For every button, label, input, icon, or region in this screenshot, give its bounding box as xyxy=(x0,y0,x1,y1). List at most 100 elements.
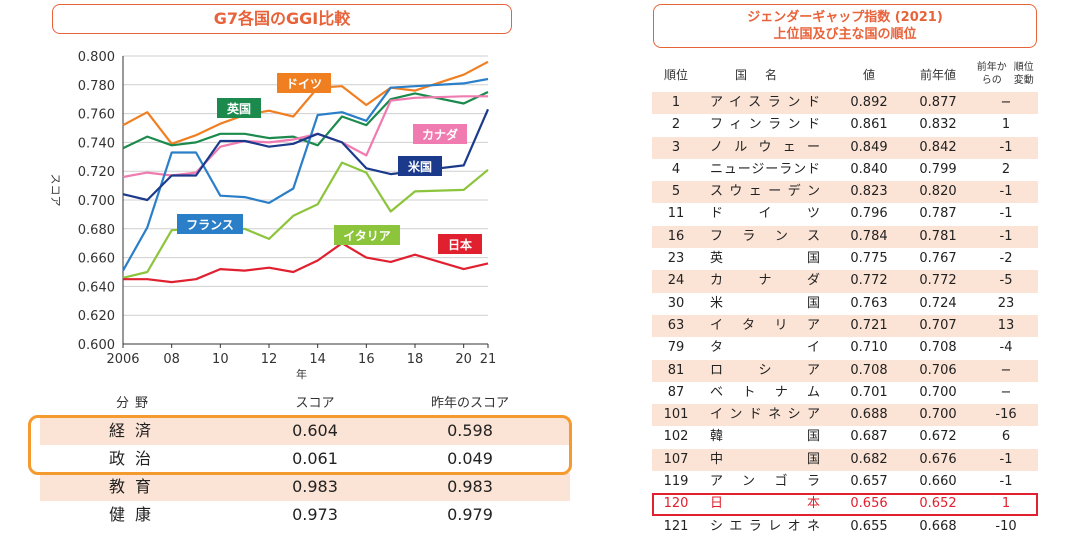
rank-change-cell: -4 xyxy=(999,340,1013,356)
score-prev-value: 0.983 xyxy=(447,477,493,496)
score-table: 分野 スコア 昨年のスコア 経済 0.604 0.598 政治 0.061 0.049 教育… xyxy=(40,391,570,529)
rank-cell: 121 xyxy=(663,518,689,534)
prev-value-cell: 0.877 xyxy=(919,95,957,110)
series-line xyxy=(123,242,489,284)
score-row: 健康 0.973 0.979 xyxy=(40,501,570,529)
series-line xyxy=(122,77,489,272)
prev-value-cell: 0.707 xyxy=(919,317,957,333)
y-tick-label: 0.600 xyxy=(78,338,115,353)
rank-change-cell: -1 xyxy=(999,474,1013,490)
score-prev-value: 0.049 xyxy=(447,449,493,468)
value-cell: 0.657 xyxy=(850,474,888,490)
rank-change-cell: -5 xyxy=(999,273,1013,289)
ranking-row: 16 フランス 0.784 0.781 -1 xyxy=(652,225,1038,249)
rank-cell: 81 xyxy=(667,362,685,378)
country-cell: アンゴラ xyxy=(710,474,820,490)
rank-cell: 102 xyxy=(663,429,689,445)
x-tick-label: 14 xyxy=(309,352,326,367)
prev-value-cell: 0.668 xyxy=(919,518,957,534)
score-row: 経済 0.604 0.598 xyxy=(40,417,570,445)
ranking-title-line2: 上位国及び主な国の順位 xyxy=(773,27,917,42)
ranking-title-line1: ジェンダーギャップ指数 (2021) xyxy=(747,10,943,25)
score-prev-value: 0.979 xyxy=(447,505,493,524)
rank-cell: 30 xyxy=(667,295,685,311)
series-label: イタリア xyxy=(334,225,400,245)
x-axis-title: 年 xyxy=(296,367,307,381)
y-tick-label: 0.780 xyxy=(78,79,115,94)
header-country: 国名 xyxy=(734,67,795,82)
prev-value-cell: 0.706 xyxy=(919,362,957,378)
header-rank-change-line2: 順位変動 xyxy=(1013,62,1034,86)
rank-cell: 87 xyxy=(667,384,685,400)
rank-change-cell: -16 xyxy=(995,407,1017,423)
ranking-row: 3 ノルウェー 0.849 0.842 -1 xyxy=(652,136,1038,159)
prev-value-cell: 0.799 xyxy=(919,161,957,177)
rank-change-cell: 1 xyxy=(1001,117,1011,133)
score-field: 教育 xyxy=(108,477,161,496)
series-label-box xyxy=(413,124,467,144)
country-cell: ベトナム xyxy=(710,384,820,400)
score-value: 0.983 xyxy=(292,477,338,496)
ranking-row: 1 アイスランド 0.892 0.877 − xyxy=(652,92,1038,115)
prev-value-cell: 0.842 xyxy=(919,139,957,155)
score-field: 政治 xyxy=(108,449,161,468)
x-tick-label: 21 xyxy=(480,352,497,367)
series-label-box xyxy=(398,156,442,176)
y-tick-label: 0.700 xyxy=(78,194,115,209)
rank-change-cell: -2 xyxy=(999,251,1013,267)
country-cell: 日本 xyxy=(710,496,820,512)
value-cell: 0.772 xyxy=(850,273,888,289)
y-axis-title: スコア xyxy=(49,174,62,207)
rank-change-cell: 13 xyxy=(997,317,1015,333)
value-cell: 0.688 xyxy=(850,407,888,423)
value-cell: 0.682 xyxy=(850,451,888,467)
score-row: 教育 0.983 0.983 xyxy=(40,473,570,501)
country-cell: フィンランド xyxy=(710,117,820,133)
ranking-row: 107 中国 0.682 0.676 -1 xyxy=(652,448,1038,472)
series-label-text: ドイツ xyxy=(286,77,322,91)
ranking-row: 24 カナダ 0.772 0.772 -5 xyxy=(652,270,1038,293)
country-cell: 米国 xyxy=(710,295,820,311)
country-cell: 英国 xyxy=(710,251,820,267)
series-label-box xyxy=(217,98,261,118)
series-label-text: カナダ xyxy=(422,127,458,142)
header-rank-change-line1: 前年からの xyxy=(976,62,1007,86)
ranking-title: ジェンダーギャップ指数 (2021) 上位国及び主な国の順位 xyxy=(653,4,1037,48)
rank-change-cell: 1 xyxy=(1001,496,1011,512)
prev-value-cell: 0.708 xyxy=(919,340,957,356)
x-tick-label: 18 xyxy=(407,352,424,367)
value-cell: 0.655 xyxy=(850,518,888,534)
rank-cell: 3 xyxy=(671,139,681,155)
series-label: 日本 xyxy=(438,234,482,254)
ranking-row: 101 インドネシア 0.688 0.700 -16 xyxy=(652,404,1038,427)
ranking-row: 121 シエラレオネ 0.655 0.668 -10 xyxy=(652,516,1038,538)
rank-cell: 2 xyxy=(671,117,681,133)
value-cell: 0.861 xyxy=(850,117,888,133)
rank-cell: 101 xyxy=(663,407,689,423)
ranking-table: 順位 国名 値 前年値 前年からの 順位変動 1 アイスランド 0.892 0.877… xyxy=(652,56,1038,538)
prev-value-cell: 0.781 xyxy=(919,228,957,244)
ranking-row: 120 日本 0.656 0.652 1 xyxy=(652,493,1038,516)
prev-value-cell: 0.724 xyxy=(919,295,957,311)
rank-change-cell: 23 xyxy=(997,295,1015,311)
rank-change-cell: -1 xyxy=(999,228,1013,244)
y-tick-label: 0.800 xyxy=(78,50,115,65)
score-field: 健康 xyxy=(108,505,161,524)
ranking-row: 30 米国 0.763 0.724 23 xyxy=(652,293,1038,315)
y-tick-label: 0.620 xyxy=(78,309,115,324)
score-value: 0.604 xyxy=(292,421,338,440)
header-field: 分野 xyxy=(115,396,154,411)
rank-cell: 16 xyxy=(667,228,685,244)
prev-value-cell: 0.700 xyxy=(919,407,957,423)
ranking-row: 81 ロシア 0.708 0.706 − xyxy=(652,359,1038,382)
rank-change-cell: − xyxy=(1000,95,1012,110)
value-cell: 0.687 xyxy=(850,429,888,445)
rank-change-cell: -1 xyxy=(999,451,1013,467)
value-cell: 0.784 xyxy=(850,228,888,244)
country-cell: アイスランド xyxy=(710,95,820,110)
series-label-box xyxy=(277,73,331,93)
prev-value-cell: 0.676 xyxy=(919,451,957,467)
ranking-row: 102 韓国 0.687 0.672 6 xyxy=(652,426,1038,448)
rank-cell: 24 xyxy=(667,273,685,289)
